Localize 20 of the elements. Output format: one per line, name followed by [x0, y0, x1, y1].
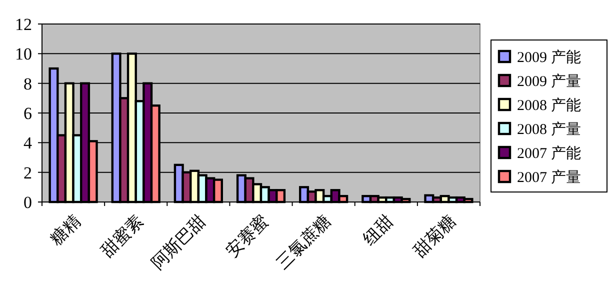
- legend-label: 2009 产能: [517, 49, 581, 66]
- legend-label: 2007 产能: [517, 145, 581, 162]
- x-tick-label: 阿斯巴甜: [148, 211, 210, 273]
- legend-label: 2008 产能: [517, 97, 581, 114]
- y-tick-label: 8: [24, 74, 32, 94]
- y-tick-label: 2: [24, 163, 32, 182]
- y-tick-label: 10: [15, 44, 32, 64]
- x-tick-label: 安赛蜜: [222, 211, 272, 261]
- y-tick-label: 0: [24, 193, 32, 212]
- x-tick-label: 糖精: [46, 211, 84, 249]
- x-tick-label: 纽甜: [359, 211, 397, 249]
- y-tick-label: 12: [15, 15, 32, 34]
- x-tick-label: 三氯蔗糖: [272, 211, 334, 273]
- x-tick-label: 甜蜜素: [97, 211, 147, 261]
- legend-label: 2009 产量: [517, 73, 581, 90]
- legend-label: 2008 产量: [517, 121, 581, 138]
- y-tick-label: 6: [24, 104, 32, 123]
- y-tick-label: 4: [24, 134, 32, 153]
- legend-label: 2007 产量: [517, 169, 581, 186]
- x-tick-label: 甜菊糖: [410, 211, 460, 261]
